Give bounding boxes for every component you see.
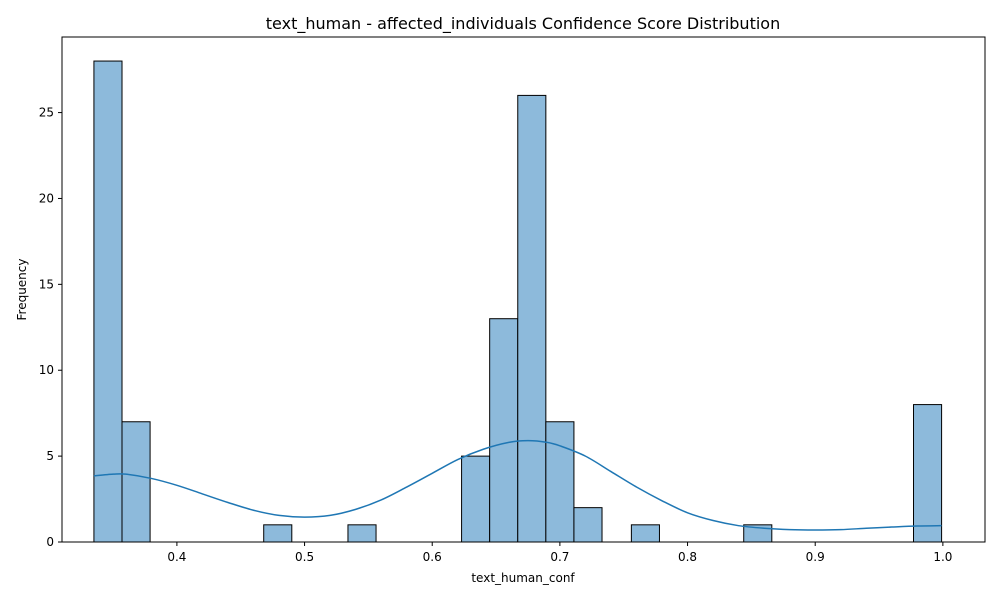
histogram-bar	[630, 524, 660, 543]
x-tick-label: 0.4	[167, 550, 186, 564]
histogram-bar	[121, 421, 151, 543]
x-axis-ticks: 0.4 0.5 0.6 0.7 0.8 0.9 1.0	[167, 542, 952, 564]
histogram-bar	[517, 94, 547, 543]
x-axis-label: text_human_conf	[471, 571, 575, 585]
y-tick-label: 10	[39, 363, 54, 377]
y-tick-label: 5	[46, 449, 54, 463]
y-tick-label: 20	[39, 191, 54, 205]
histogram-bar	[461, 455, 491, 543]
kde-curve	[93, 439, 942, 531]
histogram-bar	[263, 524, 293, 543]
x-tick-label: 0.5	[295, 550, 314, 564]
x-tick-label: 0.8	[678, 550, 697, 564]
histogram-bar	[573, 507, 603, 543]
y-axis-ticks: 0 5 10 15 20 25	[39, 106, 62, 549]
histogram-bar	[913, 404, 943, 543]
x-tick-label: 0.7	[550, 550, 569, 564]
histogram-bar	[489, 318, 519, 543]
y-tick-label: 0	[46, 535, 54, 549]
plot-frame	[61, 36, 986, 543]
x-tick-label: 1.0	[933, 550, 952, 564]
histogram-bar	[93, 60, 123, 543]
y-axis-label: Frequency	[15, 259, 29, 321]
y-tick-label: 25	[39, 106, 54, 120]
y-tick-label: 15	[39, 277, 54, 291]
histogram-bar	[545, 421, 575, 543]
histogram-bars	[93, 60, 943, 543]
histogram-bar	[347, 524, 377, 543]
x-tick-label: 0.9	[806, 550, 825, 564]
chart-title: text_human - affected_individuals Confid…	[266, 14, 780, 34]
x-tick-label: 0.6	[423, 550, 442, 564]
